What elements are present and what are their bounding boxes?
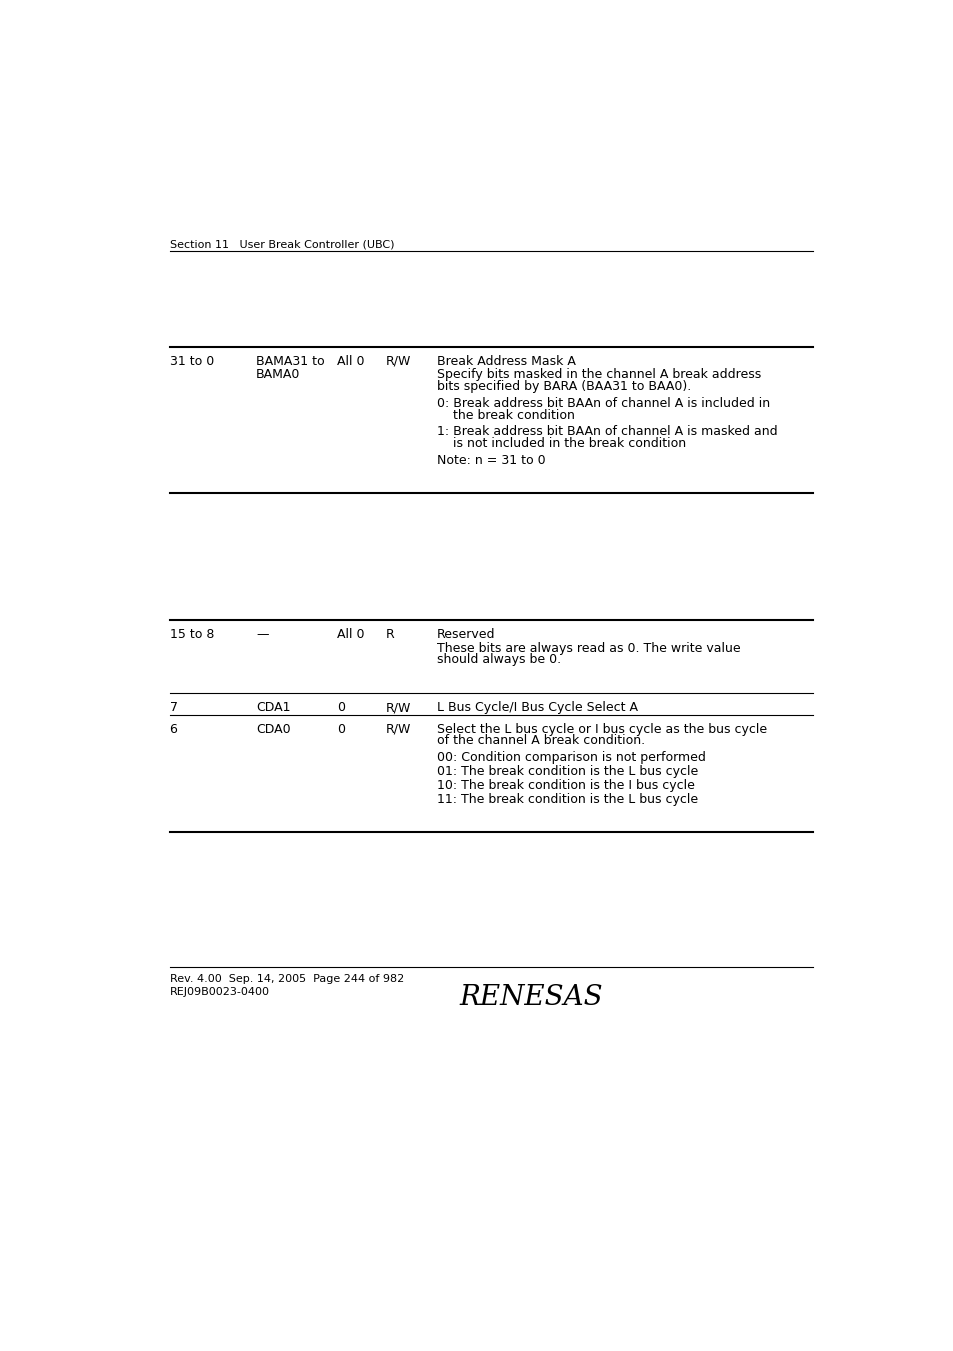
Text: All 0: All 0 (337, 354, 364, 367)
Text: Rev. 4.00  Sep. 14, 2005  Page 244 of 982: Rev. 4.00 Sep. 14, 2005 Page 244 of 982 (170, 974, 403, 985)
Text: 1: Break address bit BAAn of channel A is masked and: 1: Break address bit BAAn of channel A i… (436, 426, 777, 439)
Text: REJ09B0023-0400: REJ09B0023-0400 (170, 986, 270, 997)
Text: 10: The break condition is the I bus cycle: 10: The break condition is the I bus cyc… (436, 780, 695, 792)
Text: 0: 0 (337, 723, 345, 736)
Text: R/W: R/W (385, 354, 411, 367)
Text: RENESAS: RENESAS (459, 985, 602, 1012)
Text: 11: The break condition is the L bus cycle: 11: The break condition is the L bus cyc… (436, 793, 698, 805)
Text: should always be 0.: should always be 0. (436, 654, 560, 666)
Text: bits specified by BARA (BAA31 to BAA0).: bits specified by BARA (BAA31 to BAA0). (436, 380, 691, 393)
Text: L Bus Cycle/I Bus Cycle Select A: L Bus Cycle/I Bus Cycle Select A (436, 701, 638, 715)
Text: R/W: R/W (385, 723, 411, 736)
Text: —: — (255, 628, 268, 640)
Text: 00: Condition comparison is not performed: 00: Condition comparison is not performe… (436, 751, 705, 765)
Text: 31 to 0: 31 to 0 (170, 354, 213, 367)
Text: These bits are always read as 0. The write value: These bits are always read as 0. The wri… (436, 642, 740, 655)
Text: 7: 7 (170, 701, 177, 715)
Text: CDA0: CDA0 (255, 723, 291, 736)
Text: Break Address Mask A: Break Address Mask A (436, 354, 576, 367)
Text: Section 11   User Break Controller (UBC): Section 11 User Break Controller (UBC) (170, 239, 394, 249)
Text: 0: 0 (337, 701, 345, 715)
Text: Specify bits masked in the channel A break address: Specify bits masked in the channel A bre… (436, 369, 760, 381)
Text: BAMA31 to: BAMA31 to (255, 354, 324, 367)
Text: 6: 6 (170, 723, 177, 736)
Text: All 0: All 0 (337, 628, 364, 640)
Text: CDA1: CDA1 (255, 701, 291, 715)
Text: of the channel A break condition.: of the channel A break condition. (436, 734, 644, 747)
Text: 0: Break address bit BAAn of channel A is included in: 0: Break address bit BAAn of channel A i… (436, 397, 769, 409)
Text: Note: n = 31 to 0: Note: n = 31 to 0 (436, 454, 545, 467)
Text: Select the L bus cycle or I bus cycle as the bus cycle: Select the L bus cycle or I bus cycle as… (436, 723, 766, 736)
Text: Reserved: Reserved (436, 628, 496, 640)
Text: R: R (385, 628, 394, 640)
Text: 01: The break condition is the L bus cycle: 01: The break condition is the L bus cyc… (436, 765, 698, 778)
Text: R/W: R/W (385, 701, 411, 715)
Text: BAMA0: BAMA0 (255, 369, 300, 381)
Text: the break condition: the break condition (436, 408, 575, 422)
Text: is not included in the break condition: is not included in the break condition (436, 436, 685, 450)
Text: 15 to 8: 15 to 8 (170, 628, 213, 640)
